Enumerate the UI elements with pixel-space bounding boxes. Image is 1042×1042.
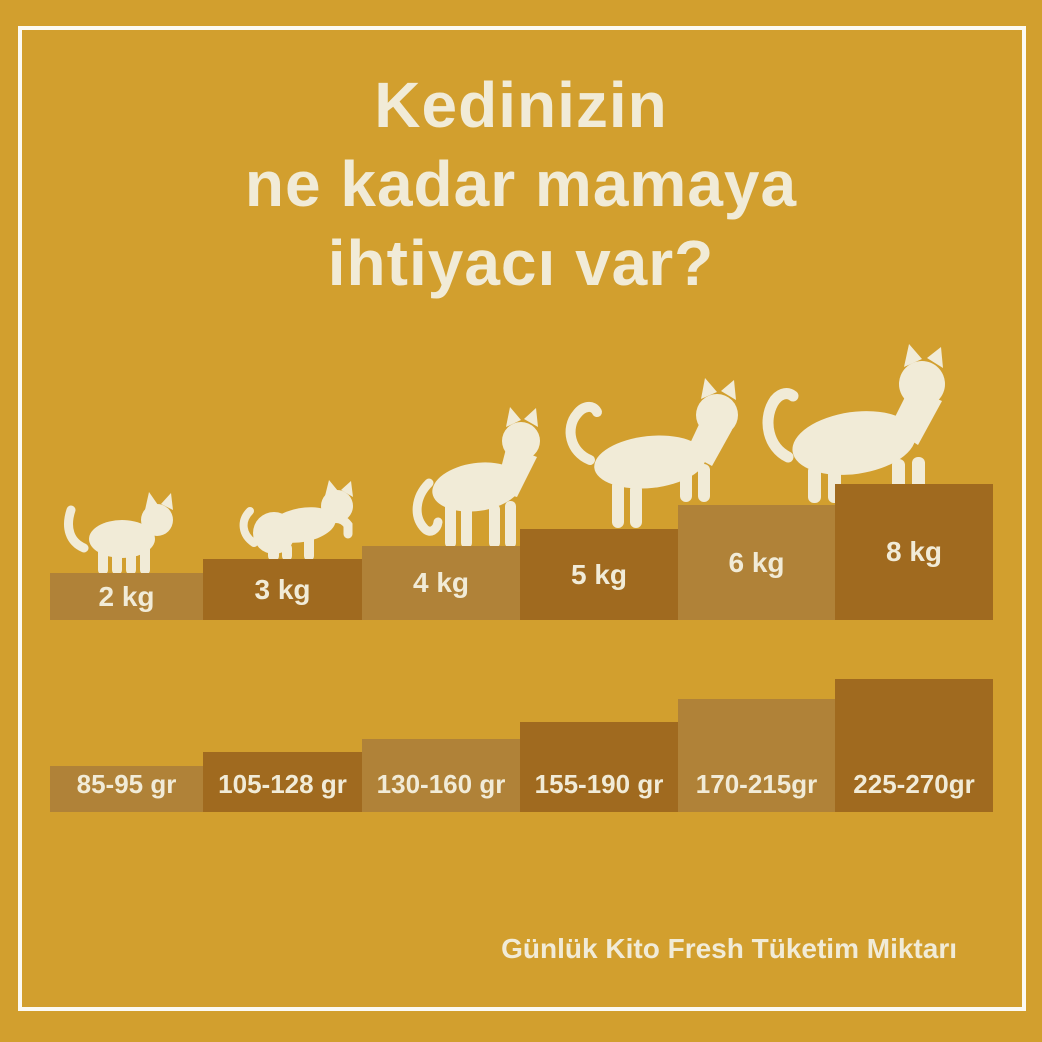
weight-step-3kg: 3 kg [203,559,362,620]
amount-step-label: 155-190 gr [534,769,664,799]
footer-caption: Günlük Kito Fresh Tüketim Miktarı [501,933,957,964]
weight-step-label: 8 kg [885,536,943,567]
weight-step-4kg: 4 kg [362,546,520,620]
weight-step-2kg: 2 kg [50,573,203,620]
amount-step-label: 170-215gr [695,769,818,799]
page-title: Kedinizin ne kadar mamaya ihtiyacı var? [0,66,1042,303]
title-line-2: ne kadar mamaya [244,148,798,220]
weight-step-label: 4 kg [412,567,470,598]
weight-step-label: 3 kg [254,573,311,605]
amount-step-label: 130-160 gr [376,769,506,799]
amount-step-3: 130-160 gr [362,739,520,812]
kitten-walking-icon [60,486,183,575]
weight-step-5kg: 5 kg [520,529,678,620]
weight-step-label: 6 kg [728,546,785,578]
amount-step-2: 105-128 gr [203,752,362,812]
amount-step-6: 225-270gr [835,679,993,812]
weight-step-6kg: 6 kg [678,505,835,620]
amount-step-4: 155-190 gr [520,722,678,812]
title-line-1: Kedinizin [374,69,668,141]
title-line-3: ihtiyacı var? [327,227,715,299]
cat-walking-icon [560,368,742,528]
amount-step-label: 225-270gr [853,769,975,799]
weight-step-label: 2 kg [98,580,155,612]
weight-step-8kg: 8 kg [835,484,993,620]
amount-step-label: 85-95 gr [76,769,177,799]
amount-step-label: 105-128 gr [218,769,347,799]
amount-step-1: 85-95 gr [50,766,203,812]
weight-step-label: 5 kg [570,558,628,590]
large-cat-walking-icon [760,339,948,503]
amount-step-5: 170-215gr [678,699,835,812]
kitten-pouncing-icon [238,479,365,561]
cat-standing-icon [403,403,545,548]
